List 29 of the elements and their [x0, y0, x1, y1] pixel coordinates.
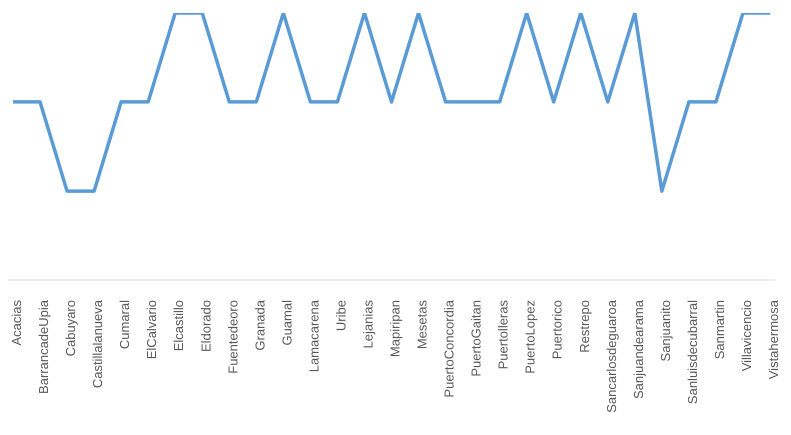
x-tick-label: Cabuyaro	[63, 300, 78, 356]
x-tick-label: Sanmartin	[712, 300, 727, 360]
x-tick-label: PuertoLopez	[522, 300, 538, 374]
x-tick-label: ElCalvario	[144, 300, 160, 360]
x-tick-label: Fuentedeoro	[225, 300, 240, 374]
x-tick-label: Sanjuanito	[658, 300, 673, 362]
x-tick-label: PuertoConcordia	[442, 299, 457, 398]
x-tick-label: Sanjuandearama	[630, 299, 646, 400]
x-tick-label: Lejanias	[360, 300, 376, 348]
x-tick-label: Acacias	[9, 300, 24, 346]
x-tick-label: BarrancadeUpia	[36, 299, 52, 394]
x-tick-label: Guamal	[279, 300, 294, 346]
x-tick-label: Granada	[252, 299, 268, 351]
x-tick-label: Cumaral	[117, 300, 132, 350]
x-tick-label: Eldorado	[198, 300, 214, 352]
x-tick-label: Puertorico	[550, 300, 565, 360]
x-tick-label: Elcastillo	[171, 300, 186, 352]
x-tick-label: Uribe	[333, 300, 348, 332]
x-tick-label: Restrepo	[576, 300, 592, 353]
x-tick-label: PuertoGaitan	[468, 300, 484, 377]
x-tick-label: Vistahermosa	[766, 299, 781, 380]
x-tick-label: Sanluisdecubarral	[684, 300, 700, 404]
x-tick-label: Mapiripan	[388, 300, 402, 358]
x-tick-label: Castillalanueva	[90, 299, 106, 388]
x-tick-label: Mesetas	[414, 300, 430, 350]
x-tick-label: Villavicencio	[738, 300, 754, 372]
x-tick-label: Lamacarena	[306, 299, 322, 372]
x-tick-label: Sancarlosdeguaroa	[604, 299, 619, 413]
x-tick-label: Puertolleras	[496, 300, 511, 370]
